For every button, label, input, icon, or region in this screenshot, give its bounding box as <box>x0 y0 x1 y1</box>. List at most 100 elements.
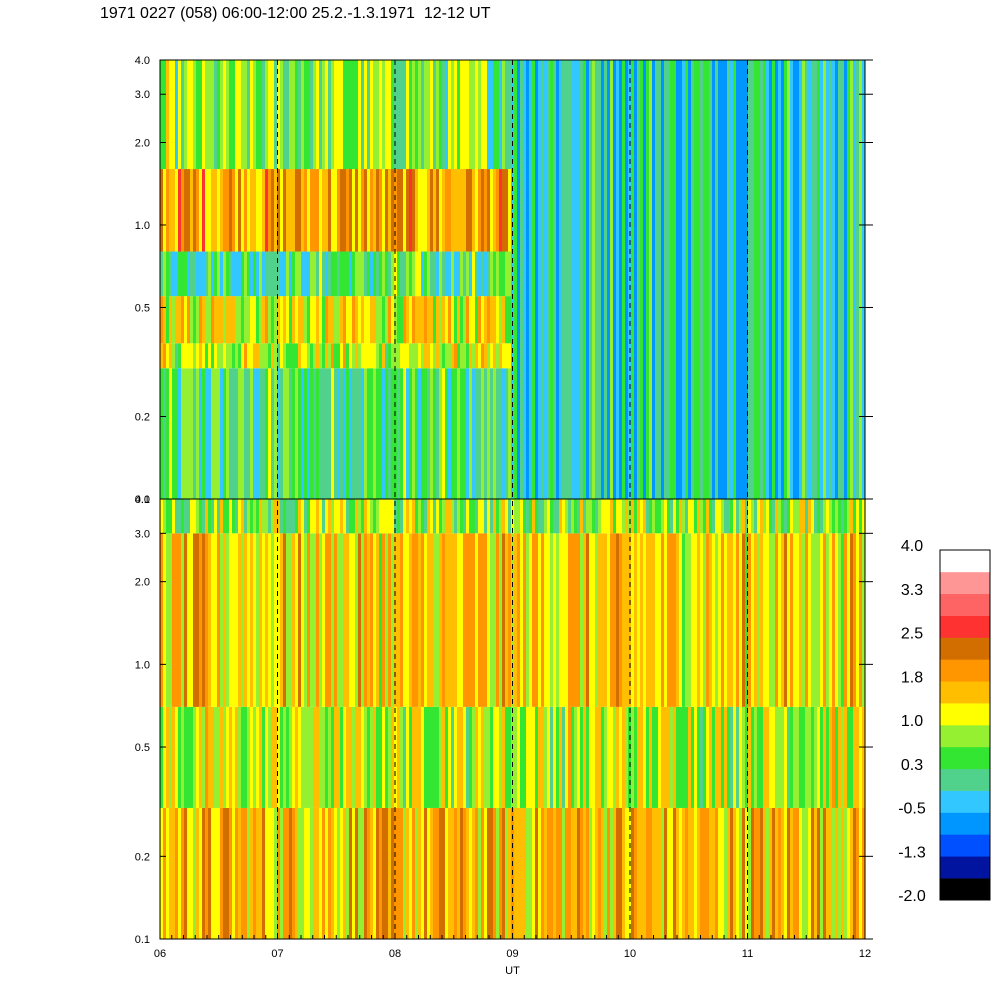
heatmap-cell <box>283 533 287 707</box>
heatmap-cell <box>190 251 194 297</box>
heatmap-cell <box>577 706 581 808</box>
heatmap-cell <box>232 296 236 344</box>
heatmap-cell <box>619 706 623 808</box>
heatmap-cell <box>658 807 662 939</box>
heatmap-cell <box>679 807 683 939</box>
heatmap-cell <box>496 533 500 707</box>
heatmap-cell <box>757 499 761 534</box>
heatmap-cell <box>499 251 503 297</box>
heatmap-cell <box>175 343 179 369</box>
colorbar-swatch <box>940 878 990 901</box>
heatmap-cell <box>217 499 221 534</box>
heatmap-cell <box>160 368 164 499</box>
heatmap-cell <box>643 60 647 499</box>
heatmap-cell <box>199 251 203 297</box>
heatmap-cell <box>466 343 470 369</box>
heatmap-cell <box>364 296 368 344</box>
heatmap-cell <box>226 706 230 808</box>
heatmap-cell <box>430 706 434 808</box>
heatmap-cell <box>457 169 461 252</box>
heatmap-cell <box>505 533 509 707</box>
heatmap-cell <box>559 807 563 939</box>
heatmap-cell <box>163 499 167 534</box>
heatmap-cell <box>562 499 566 534</box>
heatmap-cell <box>685 499 689 534</box>
heatmap-cell <box>178 251 182 297</box>
heatmap-cell <box>775 60 779 499</box>
heatmap-cell <box>607 60 611 499</box>
heatmap-cell <box>676 706 680 808</box>
heatmap-cell <box>490 296 494 344</box>
heatmap-cell <box>307 533 311 707</box>
heatmap-cell <box>175 251 179 297</box>
heatmap-cell <box>493 169 497 252</box>
heatmap-cell <box>283 343 287 369</box>
heatmap-cell <box>322 706 326 808</box>
heatmap-cell <box>421 807 425 939</box>
heatmap-cell <box>613 807 617 939</box>
heatmap-cell <box>538 499 542 534</box>
heatmap-cell <box>595 706 599 808</box>
heatmap-cell <box>766 807 770 939</box>
heatmap-cell <box>364 807 368 939</box>
heatmap-cell <box>700 533 704 707</box>
heatmap-cell <box>376 706 380 808</box>
heatmap-cell <box>421 499 425 534</box>
heatmap-cell <box>298 251 302 297</box>
heatmap-cell <box>514 807 518 939</box>
heatmap-cell <box>169 296 173 344</box>
y-tick-label: 0.5 <box>135 742 150 754</box>
heatmap-cell <box>247 169 251 252</box>
heatmap-cell <box>487 368 491 499</box>
heatmap-cell <box>544 499 548 534</box>
heatmap-cell <box>268 706 272 808</box>
heatmap-cell <box>721 60 725 499</box>
heatmap-cell <box>238 251 242 297</box>
heatmap-cell <box>601 499 605 534</box>
heatmap-cell <box>490 499 494 534</box>
heatmap-cell <box>418 706 422 808</box>
heatmap-cell <box>481 169 485 252</box>
heatmap-cell <box>751 499 755 534</box>
heatmap-cell <box>178 706 182 808</box>
heatmap-cell <box>487 706 491 808</box>
colorbar-swatch <box>940 703 990 726</box>
heatmap-cell <box>508 60 512 170</box>
heatmap-cell <box>433 706 437 808</box>
heatmap-cell <box>850 533 854 707</box>
heatmap-cell <box>505 251 509 297</box>
heatmap-cell <box>439 251 443 297</box>
heatmap-cell <box>718 499 722 534</box>
heatmap-cell <box>742 499 746 534</box>
heatmap-cell <box>385 807 389 939</box>
heatmap-cell <box>289 533 293 707</box>
colorbar: 4.03.32.51.81.00.3-0.5-1.3-2.0 <box>898 538 991 905</box>
heatmap-cell <box>241 807 245 939</box>
heatmap-cell <box>817 533 821 707</box>
heatmap-cell <box>364 499 368 534</box>
heatmap-cell <box>553 533 557 707</box>
heatmap-cell <box>496 60 500 170</box>
heatmap-cell <box>187 169 191 252</box>
heatmap-cell <box>286 169 290 252</box>
heatmap-cell <box>337 343 341 369</box>
heatmap-cell <box>175 807 179 939</box>
heatmap-cell <box>391 533 395 707</box>
heatmap-cell <box>568 706 572 808</box>
heatmap-cell <box>430 343 434 369</box>
heatmap-cell <box>379 533 383 707</box>
heatmap-cell <box>553 706 557 808</box>
heatmap-cell <box>163 169 167 252</box>
heatmap-cell <box>286 343 290 369</box>
heatmap-cell <box>835 60 839 499</box>
heatmap-cell <box>511 499 515 534</box>
heatmap-cell <box>256 807 260 939</box>
heatmap-cell <box>355 296 359 344</box>
heatmap-cell <box>295 807 299 939</box>
heatmap-cell <box>739 706 743 808</box>
heatmap-cell <box>481 296 485 344</box>
heatmap-cell <box>610 807 614 939</box>
heatmap-cell <box>580 807 584 939</box>
heatmap-cell <box>439 343 443 369</box>
heatmap-cell <box>409 251 413 297</box>
